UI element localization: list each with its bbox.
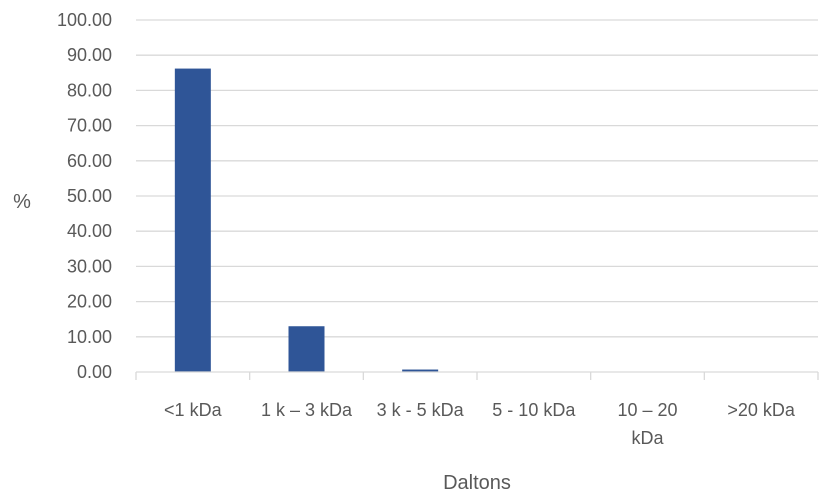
- x-axis: [135, 371, 819, 380]
- y-tick-label: 60.00: [67, 151, 112, 171]
- x-tick-label: >20 kDa: [727, 400, 796, 420]
- bars: [174, 68, 439, 373]
- x-tick-label: 10 – 20 kDa: [617, 400, 677, 448]
- y-tick-label: 70.00: [67, 116, 112, 136]
- y-axis-title: %: [13, 191, 31, 213]
- x-tick-label: 3 k - 5 kDa: [377, 400, 465, 420]
- y-tick-label: 50.00: [67, 186, 112, 206]
- y-tick-label: 20.00: [67, 292, 112, 312]
- y-tick-label: 80.00: [67, 80, 112, 100]
- bar: [402, 369, 439, 372]
- bar: [288, 326, 325, 372]
- y-tick-labels: 0.00 10.00 20.00 30.00 40.00 50.00 60.00 70.00 8…: [57, 10, 112, 382]
- y-tick-label: 10.00: [67, 327, 112, 347]
- y-tick-label: 0.00: [77, 362, 112, 382]
- x-tick-labels: <1 kDa 1 k – 3 kDa 3 k - 5 kDa 5 - 10 kDa 10…: [164, 400, 796, 448]
- y-tick-label: 100.00: [57, 10, 112, 30]
- x-axis-title: Daltons: [443, 472, 511, 494]
- grid-lines: [136, 19, 818, 338]
- x-tick-label: 1 k – 3 kDa: [261, 400, 353, 420]
- y-tick-label: 40.00: [67, 221, 112, 241]
- x-tick-label: 5 - 10 kDa: [492, 400, 576, 420]
- bar: [174, 68, 211, 373]
- y-tick-label: 90.00: [67, 45, 112, 65]
- x-tick-label: <1 kDa: [164, 400, 223, 420]
- y-tick-label: 30.00: [67, 256, 112, 276]
